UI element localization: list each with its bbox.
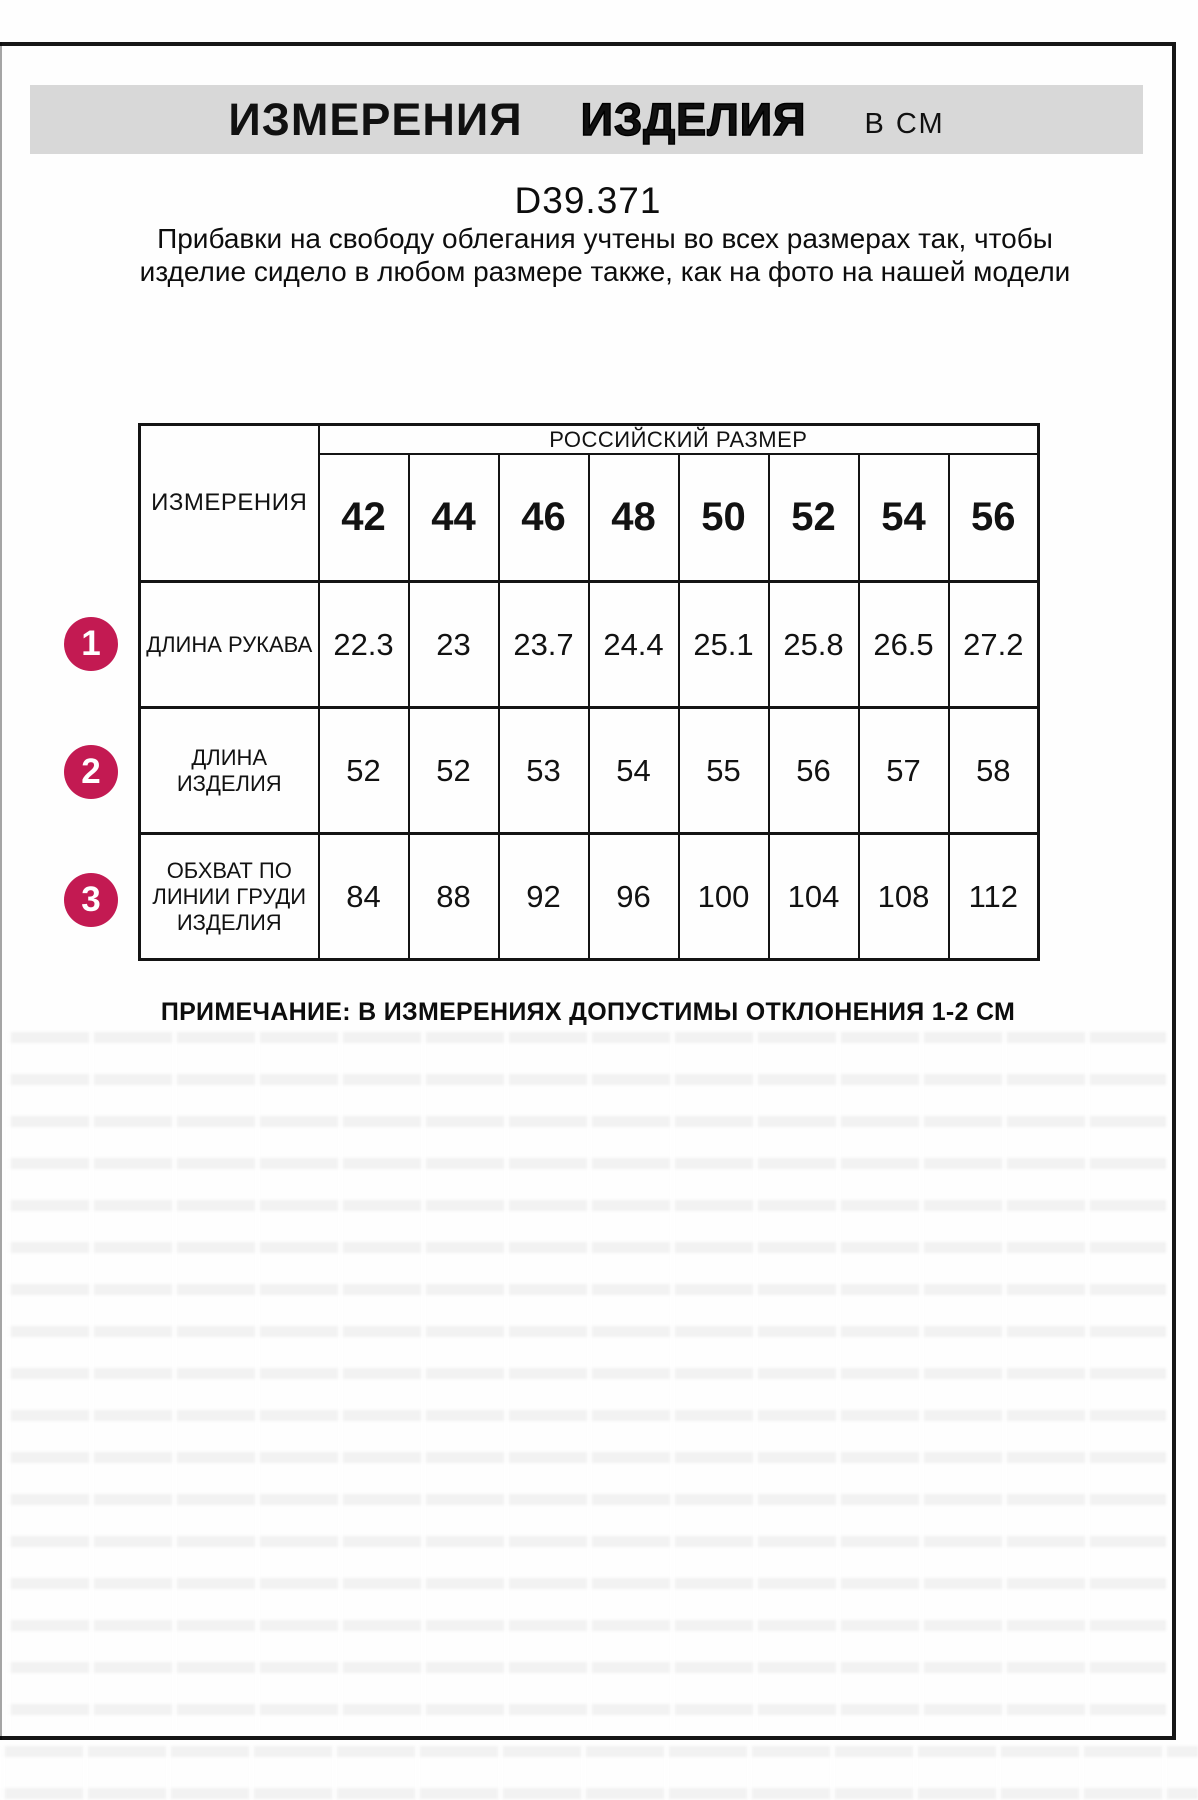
value-cell: 23.7 (497, 580, 590, 709)
title-measurements: ИЗМЕРЕНИЯ (228, 93, 523, 145)
value-cell: 104 (767, 832, 860, 961)
size-header-46: 46 (497, 453, 590, 583)
row-label: ДЛИНА РУКАВА (138, 580, 320, 709)
size-header-56: 56 (947, 453, 1040, 583)
table-row-chest-girth: ОБХВАТ ПО ЛИНИИ ГРУДИ ИЗДЕЛИЯ 84 88 92 9… (138, 832, 1040, 961)
value-cell: 96 (587, 832, 680, 961)
value-cell: 54 (587, 706, 680, 835)
value-cell: 52 (407, 706, 500, 835)
measurements-column-header: ИЗМЕРЕНИЯ (138, 423, 320, 583)
size-header-42: 42 (317, 453, 410, 583)
product-code: D39.371 (514, 180, 662, 221)
bleed-through-text-artifact (0, 1746, 1198, 1800)
row-label: ОБХВАТ ПО ЛИНИИ ГРУДИ ИЗДЕЛИЯ (138, 832, 320, 961)
value-cell: 25.8 (767, 580, 860, 709)
fit-description: Прибавки на свободу облегания учтены во … (139, 223, 1071, 287)
size-header-44: 44 (407, 453, 500, 583)
size-header-52: 52 (767, 453, 860, 583)
value-cell: 22.3 (317, 580, 410, 709)
value-cell: 100 (677, 832, 770, 961)
value-cell: 84 (317, 832, 410, 961)
page-border-left (0, 42, 2, 1740)
size-header-50: 50 (677, 453, 770, 583)
row-number-badge-1: 1 (64, 617, 118, 671)
bleed-through-text-artifact (6, 1032, 1166, 1732)
title-product: ИЗДЕЛИЯ (580, 93, 807, 146)
size-header-48: 48 (587, 453, 680, 583)
value-cell: 92 (497, 832, 590, 961)
title-unit: В СМ (864, 108, 945, 140)
row-label: ДЛИНА ИЗДЕЛИЯ (138, 706, 320, 835)
value-cell: 52 (317, 706, 410, 835)
size-group-header: РОССИЙСКИЙ РАЗМЕР (317, 423, 1040, 455)
value-cell: 108 (857, 832, 950, 961)
value-cell: 55 (677, 706, 770, 835)
title-banner: ИЗМЕРЕНИЯ ИЗДЕЛИЯ В СМ (30, 85, 1143, 154)
value-cell: 88 (407, 832, 500, 961)
page-border-right (1172, 42, 1176, 1740)
value-cell: 24.4 (587, 580, 680, 709)
table-row-sleeve-length: ДЛИНА РУКАВА 22.3 23 23.7 24.4 25.1 25.8… (138, 580, 1040, 709)
value-cell: 26.5 (857, 580, 950, 709)
value-cell: 25.1 (677, 580, 770, 709)
value-cell: 23 (407, 580, 500, 709)
tolerance-note: ПРИМЕЧАНИЕ: В ИЗМЕРЕНИЯХ ДОПУСТИМЫ ОТКЛО… (160, 998, 1016, 1026)
value-cell: 53 (497, 706, 590, 835)
size-header-54: 54 (857, 453, 950, 583)
table-row-item-length: ДЛИНА ИЗДЕЛИЯ 52 52 53 54 55 56 57 58 (138, 706, 1040, 835)
page-border-bottom (0, 1736, 1176, 1740)
value-cell: 57 (857, 706, 950, 835)
value-cell: 56 (767, 706, 860, 835)
page-border-top (0, 42, 1176, 46)
row-number-badge-3: 3 (64, 873, 118, 927)
size-table: ИЗМЕРЕНИЯ РОССИЙСКИЙ РАЗМЕР 42 44 46 48 … (138, 423, 1041, 961)
value-cell: 58 (947, 706, 1040, 835)
row-number-badge-2: 2 (64, 745, 118, 799)
value-cell: 112 (947, 832, 1040, 961)
value-cell: 27.2 (947, 580, 1040, 709)
